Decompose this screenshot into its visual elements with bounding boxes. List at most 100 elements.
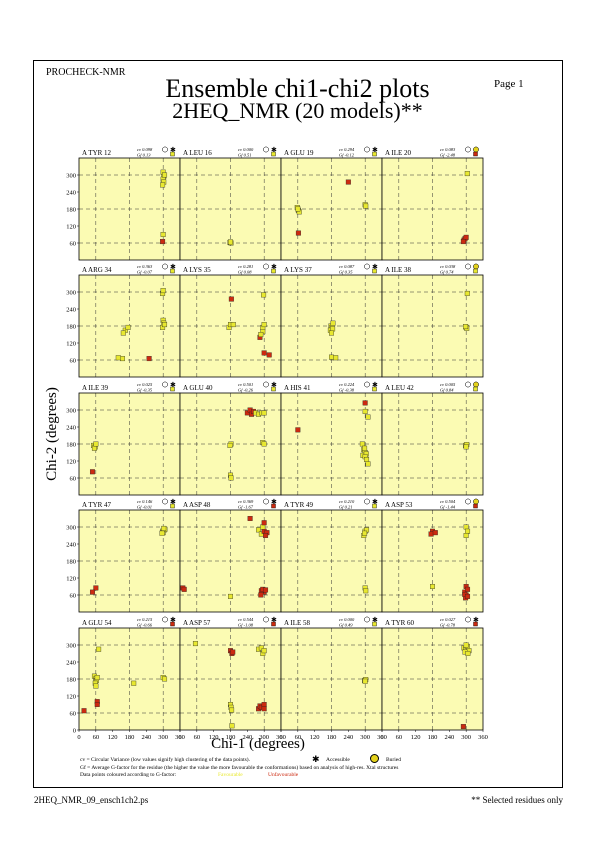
data-point-a-asp-57 [258,645,264,651]
variance-circle-icon [465,616,471,623]
data-point-a-ile-39 [89,469,95,475]
variance-circle-icon [465,263,471,270]
data-point-a-lys-35 [261,322,267,328]
panel-cv-label: cv 0.544 [238,617,254,622]
data-point-a-glu-54 [81,708,87,714]
variance-circle-icon [162,146,168,153]
page-title: Ensemble chi1-chi2 plots [165,74,430,103]
panel-cv-label: cv 0.098 [137,147,153,152]
data-point-a-glu-19 [295,206,301,212]
panel-cv-label: cv 0.005 [440,382,456,387]
panel-residue-label: A LYS 37 [284,266,312,274]
accessible-icon: ✱ [271,616,277,624]
x-tick-label: 0 [380,734,383,741]
program-label: PROCHECK-NMR [46,67,126,78]
panel-gf-label: Gf -1.67 [238,505,254,510]
y-tick-label: 60 [70,592,77,599]
y-tick-label: 0 [73,727,76,734]
gfactor-square-icon [170,268,175,274]
data-point-a-asp-57 [229,723,235,729]
data-point-a-tyr-49 [362,530,368,536]
panel-cv-label: cv 0.210 [339,499,355,504]
data-point-a-asp-53 [463,524,469,530]
x-tick-label: 0 [77,734,80,741]
x-tick-label: 360 [276,734,286,741]
accessible-icon: ✱ [170,381,176,389]
x-tick-label: 60 [396,734,403,741]
data-point-a-tyr-60 [465,651,471,656]
x-tick-label: 180 [226,734,236,741]
data-point-a-asp-48 [258,592,264,598]
data-point-a-lys-35 [261,292,267,298]
panel-cv-label: cv 0.369 [238,499,254,504]
accessible-icon: ✱ [170,146,176,154]
gfactor-square-icon [473,621,478,627]
x-tick-label: 60 [93,734,100,741]
buried-icon [473,498,479,505]
data-point-a-asp-48 [247,516,253,521]
panel-residue-label: A GLU 54 [82,619,112,627]
data-point-a-glu-54 [94,702,100,707]
x-tick-label: 360 [175,734,185,741]
y-tick-label: 120 [66,693,76,700]
data-point-a-his-41 [362,445,368,451]
data-point-a-lys-35 [266,352,272,358]
data-point-a-asp-48 [260,524,266,530]
gfactor-square-icon [271,268,276,274]
panel-gf-label: Gf 0.49 [339,623,353,628]
variance-circle-icon [263,263,269,270]
page-subtitle: 2HEQ_NMR (20 models)** [172,98,423,123]
data-point-a-ile-58 [362,678,368,684]
panel-gf-label: Gf -0.07 [137,270,153,275]
y-tick-label: 120 [66,575,76,582]
panel-gf-label: Gf -0.26 [238,388,254,393]
panel-residue-label: A GLU 19 [284,149,314,157]
panel-cv-label: cv 0.294 [339,147,355,152]
data-point-a-his-41 [364,457,370,463]
gfactor-square-icon [271,151,276,157]
variance-circle-icon [364,498,370,505]
data-point-a-arg-34 [146,356,152,362]
data-point-a-lys-37 [333,355,339,361]
data-point-a-his-41 [365,414,371,420]
gfactor-square-icon [473,268,478,274]
y-tick-label: 180 [66,441,76,448]
y-tick-label: 240 [66,424,76,431]
panel-cv-label: cv 0.501 [238,382,253,387]
x-tick-label: 120 [310,734,320,741]
panel-gf-label: Gf -2.48 [440,153,456,158]
gfactor-square-icon [372,386,377,392]
panel-residue-label: A LEU 16 [183,149,212,157]
panel-cv-label: cv 0.504 [440,499,456,504]
legend-gf-text: Gf = Average G-factor for the residue (t… [80,765,399,771]
panel-cv-label: cv 0.000 [339,617,355,622]
variance-circle-icon [162,263,168,270]
panel-residue-label: A ILE 39 [82,384,109,392]
accessible-icon: ✱ [170,263,176,271]
x-axis-title: Chi-1 (degrees) [211,736,305,752]
buried-icon [473,381,479,388]
data-point-a-ile-20 [464,171,470,177]
gfactor-square-icon [271,503,276,509]
buried-icon [473,263,479,270]
y-tick-label: 60 [70,475,77,482]
data-point-a-asp-48 [261,520,267,526]
data-point-a-tyr-47 [161,525,167,531]
panel-gf-label: Gf -0.38 [339,388,355,393]
panel-residue-label: A TYR 12 [82,149,112,157]
variance-circle-icon [263,381,269,388]
panel-cv-label: cv 0.038 [440,264,456,269]
variance-circle-icon [364,146,370,153]
gfactor-square-icon [170,621,175,627]
data-point-a-asp-57 [261,702,267,707]
page-number: Page 1 [494,78,524,90]
x-tick-label: 300 [461,734,471,741]
panel-cv-label: cv 0.224 [339,382,355,387]
legend-coloring-text: Data points coloured according to G-fact… [80,772,177,778]
data-point-a-asp-57 [192,641,198,647]
legend-buried-label: Buried [386,757,401,763]
panel-residue-label: A ILE 20 [385,149,412,157]
y-tick-label: 300 [66,524,76,531]
data-point-a-arg-34 [120,356,125,362]
x-tick-label: 120 [108,734,118,741]
